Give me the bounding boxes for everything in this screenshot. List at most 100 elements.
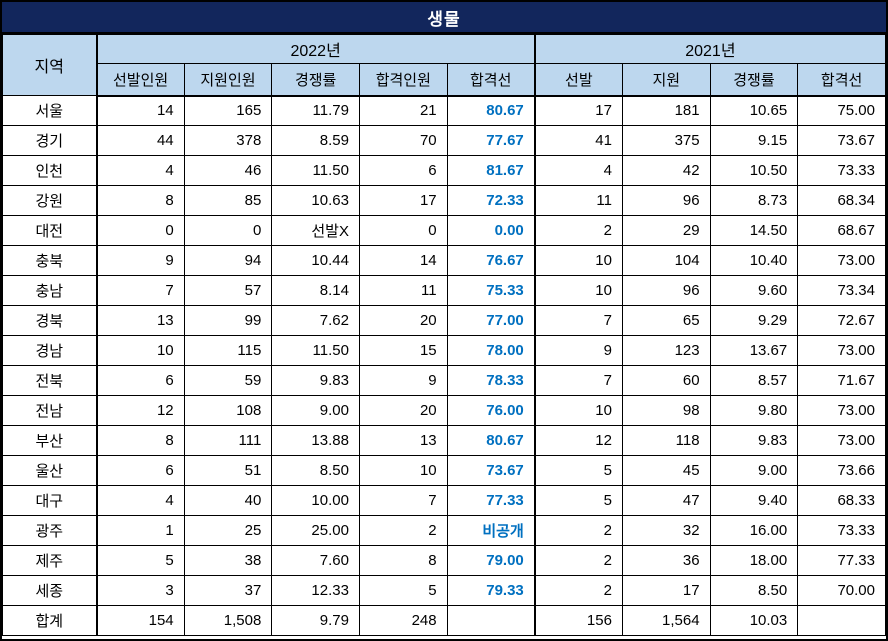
value-cell: 3 (96, 575, 185, 606)
value-cell: 13.88 (271, 425, 360, 456)
value-cell: 60 (621, 365, 711, 396)
value-cell: 9.60 (709, 275, 799, 306)
value-cell: 13.67 (709, 335, 799, 366)
passline-2022-cell: 72.33 (446, 185, 536, 216)
value-cell: 6 (96, 365, 185, 396)
passline-2022-cell (446, 605, 536, 636)
col-header-2022-passline: 합격선 (446, 63, 536, 97)
passline-2022-cell: 78.00 (446, 335, 536, 366)
subject-title: 생물 (427, 9, 461, 29)
value-cell: 75.00 (797, 95, 886, 126)
value-cell: 8 (96, 185, 185, 216)
col-header-2021-ratio: 경쟁률 (709, 63, 799, 97)
region-cell: 서울 (2, 95, 98, 126)
passline-2022-cell: 76.00 (446, 395, 536, 426)
value-cell: 73.00 (797, 335, 886, 366)
value-cell: 11.50 (271, 155, 360, 186)
value-cell: 25.00 (271, 515, 360, 546)
passline-2022-cell: 79.00 (446, 545, 536, 576)
value-cell: 104 (621, 245, 711, 276)
value-cell: 7 (96, 275, 185, 306)
value-cell: 10.65 (709, 95, 799, 126)
value-cell: 44 (96, 125, 185, 156)
region-cell: 경남 (2, 335, 98, 366)
value-cell: 10 (534, 275, 623, 306)
value-cell: 70.00 (797, 575, 886, 606)
value-cell: 17 (621, 575, 711, 606)
value-cell: 115 (183, 335, 273, 366)
table-body: 서울 14 165 11.79 21 80.67 17 181 10.65 75.00 경기 44 37… (2, 95, 886, 636)
table-row: 강원 8 85 10.63 17 72.33 11 96 8.73 68.34 (2, 185, 886, 216)
value-cell: 10.00 (271, 485, 360, 516)
value-cell: 111 (183, 425, 273, 456)
value-cell: 9 (534, 335, 623, 366)
value-cell: 46 (183, 155, 273, 186)
passline-2022-cell: 73.67 (446, 455, 536, 486)
value-cell: 9.83 (271, 365, 360, 396)
value-cell: 20 (358, 395, 448, 426)
value-cell: 47 (621, 485, 711, 516)
value-cell: 10 (534, 245, 623, 276)
table-row: 울산 6 51 8.50 10 73.67 5 45 9.00 73.66 (2, 455, 886, 486)
col-header-2021-selected: 선발 (534, 63, 623, 97)
value-cell: 42 (621, 155, 711, 186)
table-row: 대구 4 40 10.00 7 77.33 5 47 9.40 68.33 (2, 485, 886, 516)
value-cell: 4 (96, 155, 185, 186)
value-cell: 10 (96, 335, 185, 366)
value-cell: 29 (621, 215, 711, 246)
value-cell: 41 (534, 125, 623, 156)
value-cell: 40 (183, 485, 273, 516)
value-cell: 71.67 (797, 365, 886, 396)
value-cell: 77.33 (797, 545, 886, 576)
value-cell: 156 (534, 605, 623, 636)
value-cell: 6 (96, 455, 185, 486)
value-cell: 68.67 (797, 215, 886, 246)
value-cell: 37 (183, 575, 273, 606)
score-table-header: 지역 2022년 2021년 선발인원 지원인원 경쟁률 합격인원 합격선 선발… (2, 34, 886, 97)
region-cell: 강원 (2, 185, 98, 216)
value-cell: 10.50 (709, 155, 799, 186)
value-cell: 12 (96, 395, 185, 426)
passline-2022-cell: 79.33 (446, 575, 536, 606)
value-cell: 7.60 (271, 545, 360, 576)
value-cell: 10.44 (271, 245, 360, 276)
value-cell: 1 (96, 515, 185, 546)
value-cell: 108 (183, 395, 273, 426)
value-cell: 9.00 (709, 455, 799, 486)
region-cell: 경기 (2, 125, 98, 156)
value-cell: 9.79 (271, 605, 360, 636)
value-cell: 8.14 (271, 275, 360, 306)
value-cell: 12 (534, 425, 623, 456)
value-cell: 73.00 (797, 425, 886, 456)
value-cell: 0 (358, 215, 448, 246)
value-cell: 10.03 (709, 605, 799, 636)
region-cell: 세종 (2, 575, 98, 606)
value-cell: 72.67 (797, 305, 886, 336)
value-cell: 9 (358, 365, 448, 396)
value-cell: 9.40 (709, 485, 799, 516)
table-row: 제주 5 38 7.60 8 79.00 2 36 18.00 77.33 (2, 545, 886, 576)
value-cell: 59 (183, 365, 273, 396)
value-cell: 99 (183, 305, 273, 336)
value-cell: 8 (96, 425, 185, 456)
value-cell: 14.50 (709, 215, 799, 246)
value-cell: 73.67 (797, 125, 886, 156)
value-cell: 5 (534, 485, 623, 516)
value-cell: 11.50 (271, 335, 360, 366)
value-cell: 15 (358, 335, 448, 366)
value-cell: 73.33 (797, 155, 886, 186)
passline-2022-cell: 78.33 (446, 365, 536, 396)
value-cell: 2 (534, 215, 623, 246)
passline-2022-cell: 80.67 (446, 95, 536, 126)
value-cell: 154 (96, 605, 185, 636)
value-cell: 18.00 (709, 545, 799, 576)
value-cell: 1,564 (621, 605, 711, 636)
region-cell: 경북 (2, 305, 98, 336)
passline-2022-cell: 0.00 (446, 215, 536, 246)
value-cell: 73.34 (797, 275, 886, 306)
table-row: 경북 13 99 7.62 20 77.00 7 65 9.29 72.67 (2, 305, 886, 336)
passline-2022-cell: 76.67 (446, 245, 536, 276)
region-cell: 전남 (2, 395, 98, 426)
value-cell: 73.00 (797, 395, 886, 426)
